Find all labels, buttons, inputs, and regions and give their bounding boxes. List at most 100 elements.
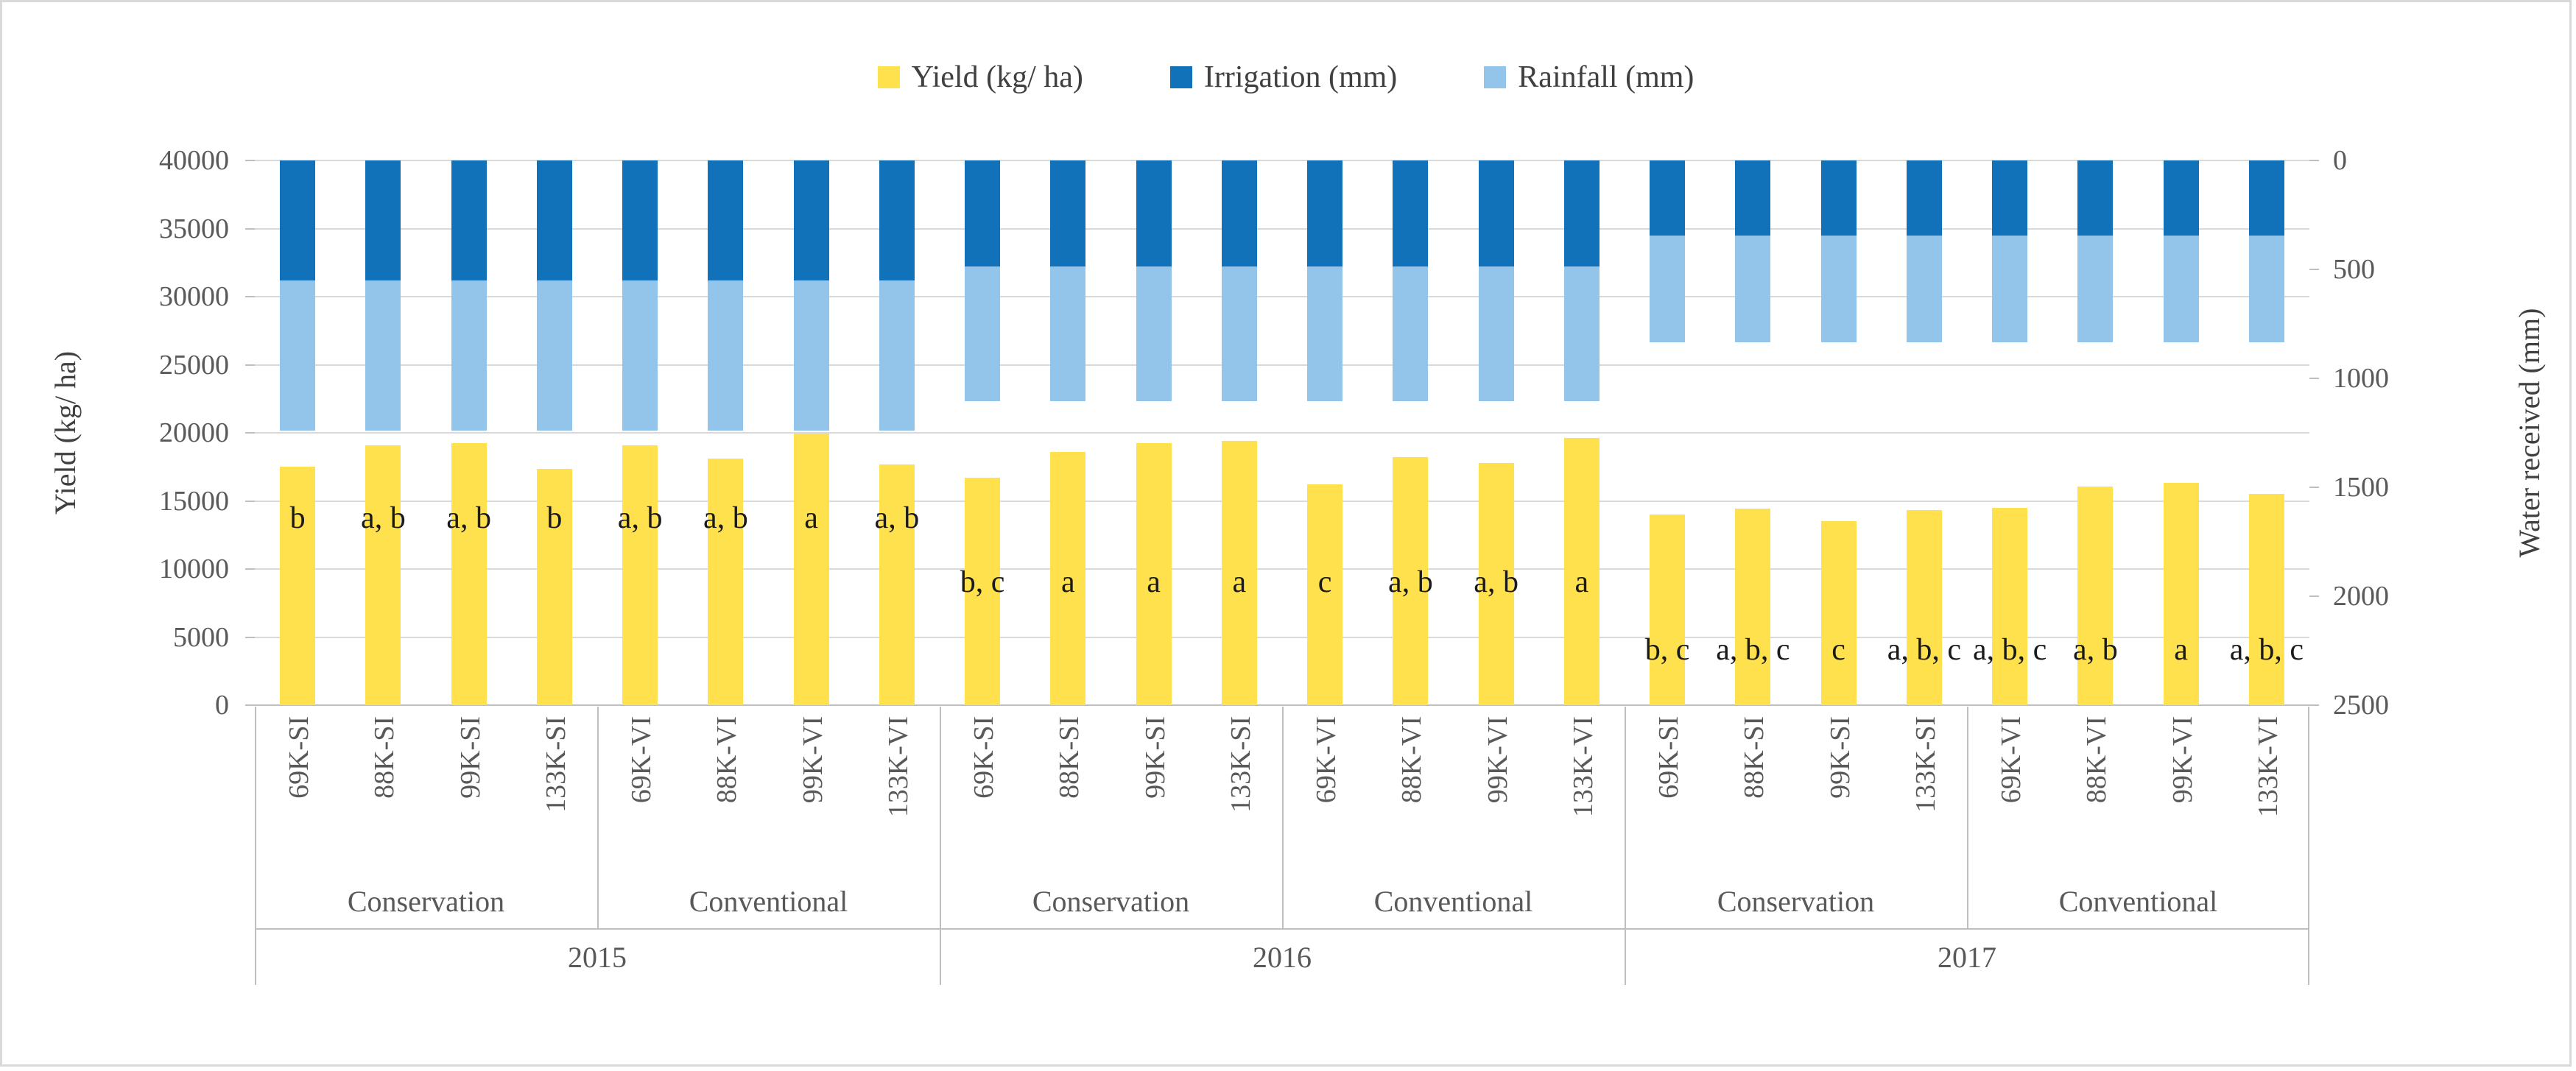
tillage-label-conventional: Conventional [1373,885,1533,918]
year-separator-line [255,707,256,985]
rainfall-bar [365,280,401,431]
yield-bar [1307,484,1343,705]
left-axis-tick-mark [245,296,255,297]
significance-letters: a, b [703,501,748,535]
category-label-69K-SI: 69K-SI [284,716,315,799]
significance-letters: a [2174,633,2188,668]
bar-slot-2017-88K-VI: a, b [2052,160,2138,705]
bar-slot-2017-99K-VI: a [2139,160,2224,705]
left-axis-tick-mark [245,500,255,502]
rainfall-bar [1650,236,1686,343]
category-label-99K-VI: 99K-VI [797,716,828,804]
year-separator-line [940,707,941,985]
rainfall-bar [965,266,1001,402]
right-axis-tick-label: 1000 [2333,363,2389,394]
irrigation-bar [1050,160,1086,266]
category-label-88K-SI: 88K-SI [369,716,401,799]
irrigation-bar [536,160,572,280]
category-label-99K-VI: 99K-VI [1482,716,1513,804]
bar-slot-2015-99K-SI: a, b [426,160,512,705]
category-label-133K-SI: 133K-SI [540,716,571,813]
left-axis-tick-label: 40000 [159,145,229,176]
gridline [255,296,2309,297]
irrigation-bar [1906,160,1942,236]
significance-letters: a [804,501,818,535]
bar-slot-2015-88K-VI: a, b [683,160,768,705]
year-label-2016: 2016 [1253,941,1312,974]
bar-slot-2015-99K-VI: a [769,160,854,705]
rainfall-bar [2163,236,2199,343]
significance-letters: a, b [361,501,406,535]
significance-letters: a, b, c [1716,633,1790,668]
yield-bar [280,467,316,705]
yield-bar [365,445,401,705]
yield-bar [1820,521,1857,705]
significance-letters: a [1574,565,1589,599]
yield-bar [536,469,572,705]
bar-slot-2016-99K-SI: a [1111,160,1197,705]
significance-letters: a, b, c [2229,633,2304,668]
left-axis-tick-mark [245,227,255,230]
rainfall-bar [1820,236,1857,343]
right-axis-title: Water received (mm) [2513,308,2546,558]
tillage-label-conservation: Conservation [1717,885,1875,918]
yield-bar [965,478,1001,705]
category-label-88K-VI: 88K-VI [1396,716,1428,804]
irrigation-bar [879,160,915,280]
water-bar [622,160,658,431]
irrigation-bar [793,160,829,280]
bar-slot-2017-133K-VI: a, b, c [2224,160,2309,705]
gridline [255,636,2309,638]
rainfall-bar [1393,266,1429,402]
level-separator-line [255,928,2309,930]
yield-bar [1906,510,1942,705]
right-axis-tick-label: 1500 [2333,472,2389,503]
rainfall-bar [1735,236,1771,343]
irrigation-bar [1992,160,2028,236]
left-axis-tick-label: 20000 [159,417,229,448]
left-axis-tick-mark [245,432,255,434]
bar-slot-2015-133K-SI: b [512,160,597,705]
irrigation-bar [1221,160,1257,266]
legend-swatch-irrigation-icon [1169,66,1192,88]
significance-letters: b, c [960,565,1005,599]
bar-slot-2016-99K-VI: a, b [1454,160,1539,705]
right-axis-tick-label: 0 [2333,145,2347,176]
category-label-88K-VI: 88K-VI [2081,716,2113,804]
left-axis-tick-mark [245,568,255,570]
significance-letters: a [1147,565,1161,599]
bar-slot-2015-69K-VI: a, b [597,160,683,705]
rainfall-bar [1221,266,1257,402]
water-bar [1478,160,1514,402]
irrigation-bar [1735,160,1771,236]
yield-bar [1992,507,2028,705]
yield-bar [1478,462,1514,705]
legend-label-rainfall: Rainfall (mm) [1518,60,1695,94]
left-axis-tick-mark [245,636,255,638]
bar-slot-2016-133K-SI: a [1197,160,1282,705]
yield-bar [1650,515,1686,705]
legend-item-rainfall: Rainfall (mm) [1484,60,1694,95]
water-bar [1136,160,1172,402]
tillage-label-conventional: Conventional [2058,885,2218,918]
bar-slot-2017-69K-VI: a, b, c [1967,160,2052,705]
bar-slot-2016-88K-SI: a [1025,160,1111,705]
significance-letters: a, b [2073,633,2118,668]
water-bar [2248,160,2284,343]
yield-bar [1136,442,1172,705]
significance-letters: a, b, c [1887,633,1962,668]
legend-label-yield: Yield (kg/ ha) [911,60,1083,94]
irrigation-bar [1820,160,1857,236]
tillage-separator-line [1282,707,1284,930]
significance-letters: a, b [874,501,920,535]
bar-slot-2017-88K-SI: a, b, c [1710,160,1795,705]
rainfall-bar [879,280,915,431]
gridline [255,500,2309,502]
irrigation-bar [1650,160,1686,236]
water-bar [536,160,572,431]
category-label-133K-VI: 133K-VI [882,716,914,818]
significance-letters: a, b [446,501,491,535]
irrigation-bar [2248,160,2284,236]
category-label-133K-VI: 133K-VI [1567,716,1599,818]
rainfall-bar [1992,236,2028,343]
